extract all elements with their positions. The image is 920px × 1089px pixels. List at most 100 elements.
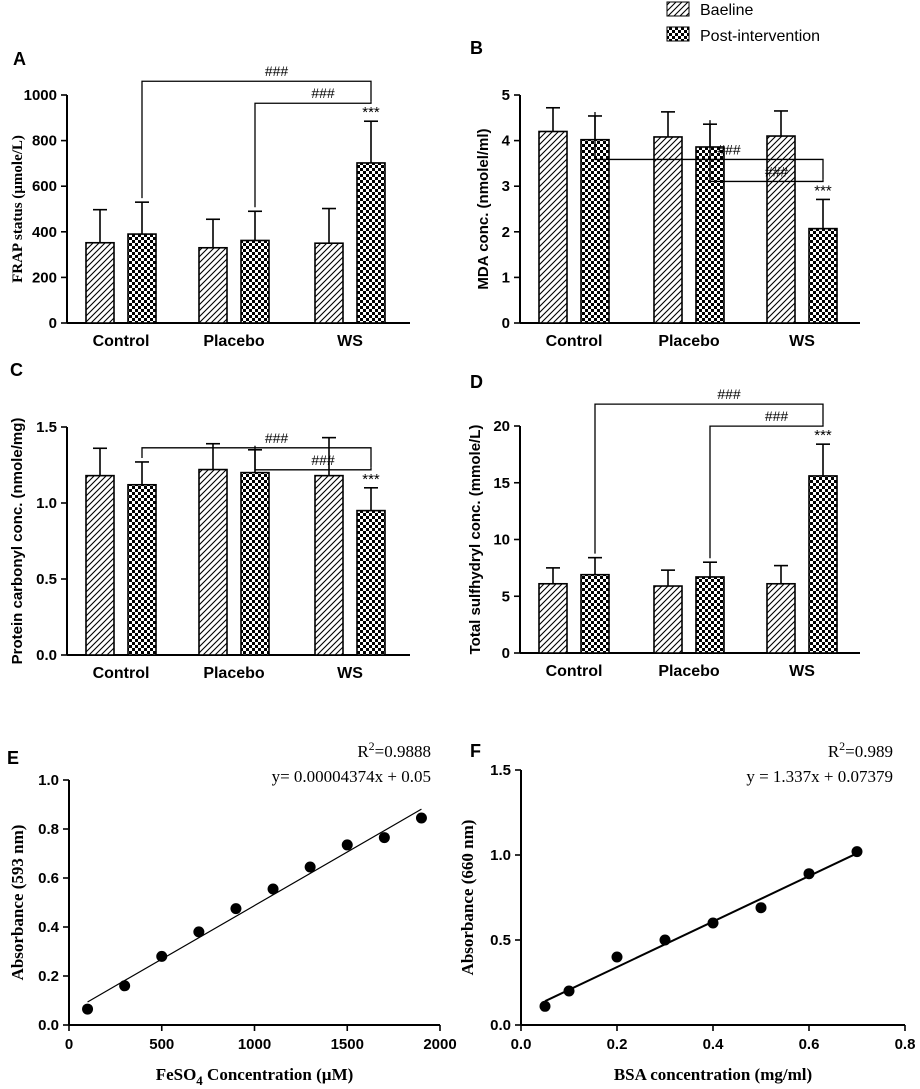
bracket-label: ### — [717, 386, 741, 402]
data-point — [539, 1000, 551, 1012]
x-tick-label: Placebo — [658, 333, 720, 350]
bracket-label: ### — [311, 452, 335, 468]
y-tick-label: 0.0 — [38, 1017, 59, 1034]
chart-panel-f: 0.0 0.5 1.0 1.5 0.0 0.2 0.4 0.6 0.8 Absorbance (6… — [458, 739, 915, 1084]
y-tick-label: 0.8 — [38, 821, 59, 838]
bar-ws-post — [356, 162, 386, 324]
y-tick-label: 20 — [493, 418, 510, 435]
bracket-label: ### — [265, 63, 289, 79]
bracket-label: ### — [765, 408, 789, 424]
y-tick-label: 0 — [502, 645, 510, 662]
x-tick-label: WS — [789, 333, 815, 350]
bar-placebo-post — [240, 471, 270, 656]
bar-control-post — [580, 573, 610, 654]
y-tick-label: 0.2 — [38, 968, 59, 985]
y-tick-label: 0.0 — [36, 647, 57, 664]
y-tick-label: 200 — [32, 269, 57, 286]
significance-label: *** — [362, 104, 380, 121]
panel-letter-b: B — [470, 38, 483, 58]
regression-line — [544, 852, 858, 1003]
significance-bracket — [594, 403, 824, 554]
data-point — [378, 832, 390, 844]
bar-control-post — [127, 233, 157, 324]
x-tick-label: Control — [546, 333, 603, 350]
data-point — [267, 883, 279, 895]
y-tick-label: 3 — [502, 178, 510, 195]
x-tick-label: WS — [337, 665, 363, 682]
y-tick-label: 2 — [502, 224, 510, 241]
y-tick-label: 800 — [32, 133, 57, 150]
bar-control-baseline — [538, 130, 568, 324]
bar-ws-baseline — [766, 135, 796, 324]
data-point — [611, 951, 623, 963]
x-axis-label: FeSO4 Concentration (µM) — [156, 1065, 354, 1088]
panel-letter-a: A — [13, 49, 26, 69]
y-tick-label: 1.0 — [490, 847, 511, 864]
data-point — [341, 839, 353, 851]
y-tick-label: 0.5 — [490, 932, 511, 949]
data-point — [659, 934, 671, 946]
y-tick-label: 5 — [502, 87, 510, 104]
y-tick-label: 1.5 — [490, 762, 511, 779]
significance-bracket — [709, 424, 824, 559]
r-squared-label: R2=0.9888 — [357, 739, 431, 761]
x-tick-label: Placebo — [203, 665, 265, 682]
y-tick-label: 0 — [49, 315, 57, 332]
x-tick-label: 500 — [149, 1036, 174, 1053]
significance-bracket — [141, 80, 372, 199]
y-axis-label: Total sulfhydryl conc. (mmole/L) — [467, 425, 484, 655]
regression-line — [87, 808, 422, 1003]
x-tick-label: Control — [93, 333, 150, 350]
y-tick-label: 0.4 — [38, 919, 60, 936]
x-tick-label: 0.4 — [703, 1036, 725, 1053]
legend-swatch-baseline — [666, 1, 690, 17]
bar-ws-baseline — [314, 474, 344, 656]
data-point — [755, 902, 767, 914]
bar-placebo-baseline — [198, 246, 228, 324]
x-tick-label: WS — [337, 333, 363, 350]
significance-bracket — [254, 445, 372, 471]
bracket-label: ### — [765, 163, 789, 179]
y-tick-label: 0.6 — [38, 870, 59, 887]
y-tick-label: 1.0 — [36, 495, 57, 512]
r-squared-label: R2=0.989 — [828, 739, 893, 761]
chart-panel-c: 0.0 0.5 1.0 1.5 Protein carbonyl conc. (nmol… — [9, 418, 410, 682]
x-tick-label: 0.8 — [895, 1036, 916, 1053]
data-point — [193, 926, 205, 938]
y-axis-label: Absorbance (660 nm) — [458, 820, 477, 976]
bar-control-baseline — [85, 474, 115, 656]
panel-letter-c: C — [10, 360, 23, 380]
x-axis-label: BSA concentration (mg/ml) — [614, 1065, 812, 1084]
y-tick-label: 15 — [493, 475, 510, 492]
y-axis-label: Protein carbonyl conc. (nmole/mg) — [9, 418, 26, 665]
bar-control-post — [580, 138, 610, 324]
data-point — [803, 868, 815, 880]
data-point — [156, 950, 168, 962]
significance-bracket — [594, 111, 824, 180]
panel-letter-f: F — [470, 741, 481, 761]
y-tick-label: 1.5 — [36, 419, 57, 436]
bar-placebo-post — [240, 239, 270, 324]
x-tick-label: Placebo — [658, 663, 720, 680]
legend: Baeline Post-intervention — [666, 1, 820, 45]
x-tick-label: 0.0 — [511, 1036, 532, 1053]
y-axis-label: FRAP status (µmole/L) — [10, 135, 26, 283]
x-tick-label: 1500 — [331, 1036, 364, 1053]
bracket-label: ### — [265, 430, 289, 446]
equation-label: y= 0.00004374x + 0.05 — [272, 767, 431, 786]
chart-panel-a: 0 200 400 600 800 1000 FRAP status (µmole/L) Co… — [10, 63, 410, 350]
panel-letter-e: E — [7, 748, 19, 768]
y-tick-label: 1.0 — [38, 772, 59, 789]
legend-label-post: Post-intervention — [700, 28, 820, 45]
x-tick-label: Control — [93, 665, 150, 682]
chart-panel-d: 0 5 10 15 20 Total sulfhydryl conc. (mmole/L)… — [467, 386, 860, 680]
significance-label: *** — [814, 427, 832, 444]
x-tick-label: 1000 — [238, 1036, 271, 1053]
equation-label: y = 1.337x + 0.07379 — [746, 767, 893, 786]
bar-control-baseline — [85, 241, 115, 324]
x-tick-label: 0.6 — [799, 1036, 820, 1053]
y-tick-label: 0 — [502, 315, 510, 332]
data-point — [415, 812, 427, 824]
bar-ws-post — [808, 227, 838, 324]
